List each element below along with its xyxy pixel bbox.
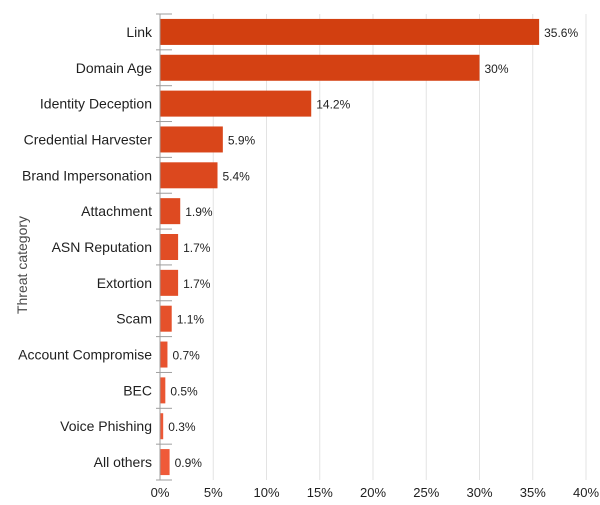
category-label: Identity Deception bbox=[40, 96, 152, 112]
bar bbox=[160, 54, 480, 81]
value-label: 1.7% bbox=[183, 277, 211, 291]
category-label: Voice Phishing bbox=[60, 418, 152, 434]
category-label: Account Compromise bbox=[18, 347, 152, 363]
value-label: 35.6% bbox=[544, 26, 578, 40]
value-label: 0.9% bbox=[175, 456, 203, 470]
x-tick-label: 30% bbox=[466, 485, 492, 500]
category-label: Domain Age bbox=[76, 60, 152, 76]
bar bbox=[160, 90, 312, 117]
x-tick-label: 40% bbox=[573, 485, 599, 500]
category-label: Brand Impersonation bbox=[22, 167, 152, 183]
bar bbox=[160, 234, 179, 260]
value-label: 30% bbox=[485, 62, 509, 76]
x-tick-label: 5% bbox=[204, 485, 223, 500]
x-tick-label: 10% bbox=[253, 485, 279, 500]
label-layer: 0% 5% 10% 15% 20% 25% 30% 35% 40% Link 35.6% Domain… bbox=[18, 24, 599, 500]
value-label: 5.9% bbox=[228, 133, 256, 147]
x-tick-label: 15% bbox=[307, 485, 333, 500]
bar bbox=[160, 305, 172, 332]
y-axis-title: Threat category bbox=[14, 216, 30, 314]
x-tick-label: 25% bbox=[413, 485, 439, 500]
axis-layer bbox=[156, 13, 172, 481]
bar bbox=[160, 126, 223, 153]
bar bbox=[160, 377, 166, 404]
value-label: 14.2% bbox=[316, 98, 350, 112]
category-label: Extortion bbox=[97, 275, 152, 291]
bar bbox=[160, 162, 218, 189]
category-label: ASN Reputation bbox=[52, 239, 152, 255]
value-label: 1.9% bbox=[185, 205, 213, 219]
category-label: Link bbox=[126, 24, 153, 40]
bar bbox=[160, 198, 181, 225]
category-label: Credential Harvester bbox=[24, 131, 153, 147]
x-tick-label: 20% bbox=[360, 485, 386, 500]
category-label: Attachment bbox=[81, 203, 152, 219]
category-label: All others bbox=[94, 454, 152, 470]
bar-layer bbox=[160, 18, 540, 476]
category-label: BEC bbox=[123, 382, 152, 398]
bar bbox=[160, 269, 179, 296]
value-label: 1.1% bbox=[177, 313, 205, 327]
bar bbox=[160, 18, 540, 45]
value-label: 1.7% bbox=[183, 241, 211, 255]
value-label: 0.3% bbox=[168, 420, 196, 434]
category-label: Scam bbox=[116, 311, 152, 327]
value-label: 5.4% bbox=[223, 169, 251, 183]
grid-layer bbox=[212, 14, 587, 480]
bar bbox=[160, 449, 170, 476]
value-label: 0.7% bbox=[172, 349, 200, 363]
x-tick-label: 35% bbox=[520, 485, 546, 500]
x-tick-label: 0% bbox=[151, 485, 170, 500]
bar bbox=[160, 413, 164, 440]
bar bbox=[160, 341, 168, 368]
value-label: 0.5% bbox=[170, 384, 198, 398]
